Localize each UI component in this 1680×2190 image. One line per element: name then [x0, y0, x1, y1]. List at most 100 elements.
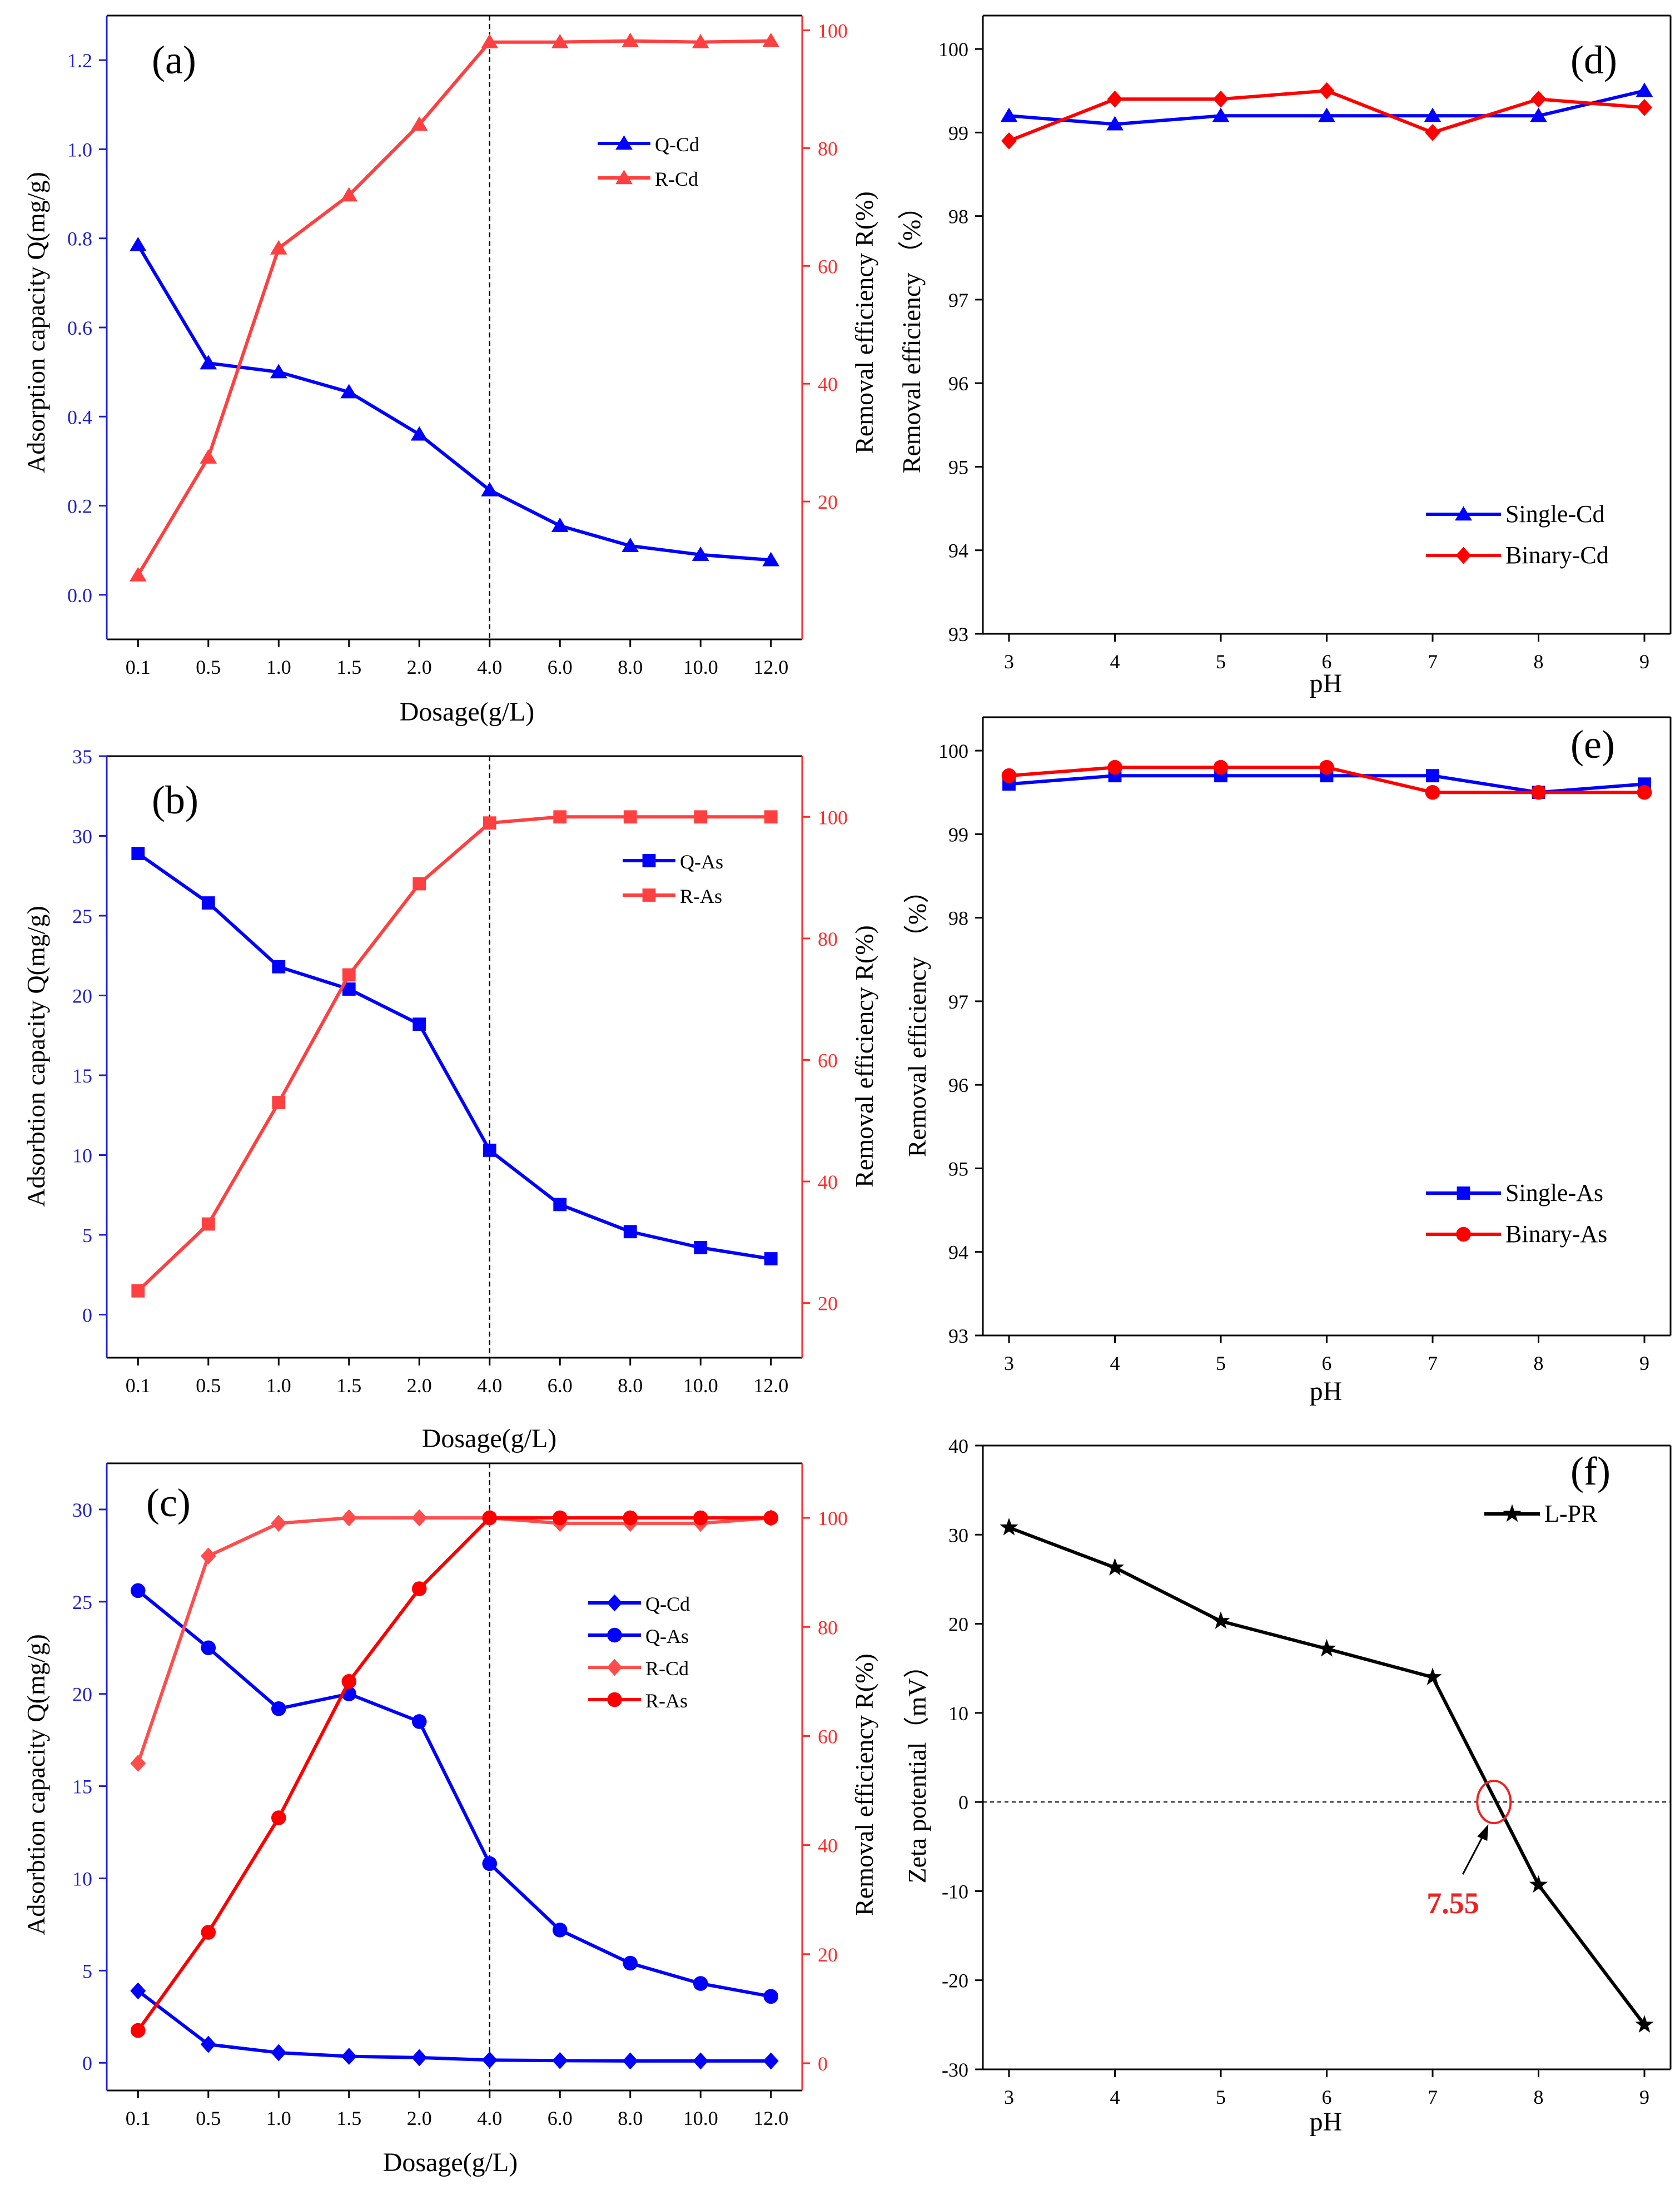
data-point-r-as	[693, 1510, 708, 1526]
data-point-binary-as	[1213, 759, 1229, 775]
legend-marker	[607, 1658, 623, 1676]
y-tick-label-right: 80	[818, 137, 838, 160]
data-point-q-cd	[410, 426, 428, 441]
y-tick-label-right: 60	[818, 1725, 838, 1747]
y-tick-label-right: 100	[818, 806, 848, 828]
legend: Q-As R-As	[623, 851, 723, 907]
data-point-q-cd	[763, 2052, 779, 2070]
x-tick-label: 0.5	[196, 2107, 221, 2129]
y-axis-label-left-d: Removal efficiency （%）	[897, 194, 926, 473]
data-point-single-cd	[1424, 107, 1442, 122]
data-point-r-as	[553, 810, 567, 824]
panel-label-d: (d)	[1570, 38, 1617, 82]
data-point-r-as	[201, 1925, 216, 1940]
data-point-r-as	[412, 877, 426, 891]
series-line-l-pr	[1008, 1526, 1646, 2026]
x-tick-label: 12.0	[753, 656, 788, 678]
data-point-r-as	[552, 1510, 568, 1526]
x-tick-label: 12.0	[753, 1374, 788, 1397]
series-line-q-as	[137, 852, 772, 1261]
y-tick-label-left: 98	[948, 206, 968, 228]
y-tick-label-left: -30	[942, 2059, 968, 2081]
data-point-l-pr	[1317, 1639, 1336, 1657]
data-point-q-cd	[270, 364, 287, 379]
data-point-q-as	[201, 896, 215, 910]
legend-marker	[615, 135, 633, 150]
legend-marker	[607, 1627, 622, 1643]
y-tick-label-left: 96	[948, 373, 968, 395]
data-point-r-cd	[410, 116, 428, 131]
legend-label: R-As	[680, 885, 722, 907]
data-point-r-as	[764, 810, 778, 824]
data-point-r-as	[694, 810, 708, 824]
y-axis-label-left-a: Adsorption capacity Q(mg/g)	[22, 172, 50, 473]
data-point-q-cd	[411, 2049, 428, 2067]
data-point-q-cd	[481, 481, 499, 496]
y-tick-label-left: 95	[948, 1158, 968, 1180]
x-axis-label-b: Dosage(g/L)	[422, 1424, 557, 1453]
x-tick-label: 6.0	[548, 656, 573, 678]
x-tick-label: 0.1	[126, 2107, 151, 2129]
data-point-single-cd	[1530, 107, 1547, 122]
chart-panel-e: (e) pH Removal efficiency （%） 3 4 5 6 7 8 9 93 9…	[903, 716, 1672, 1406]
y-tick-label-left: 94	[948, 540, 968, 562]
y-tick-label-left: 25	[72, 905, 92, 927]
legend-marker	[1456, 1226, 1471, 1242]
data-point-single-cd	[1636, 82, 1653, 97]
x-tick-label: 8	[1533, 650, 1543, 673]
x-tick-label: 0.1	[126, 1374, 151, 1397]
y-tick-label-left: 0.8	[67, 228, 92, 250]
x-tick-label: 1.5	[336, 656, 361, 678]
data-point-r-as	[411, 1581, 427, 1596]
data-point-r-as	[272, 1096, 286, 1109]
x-tick-label: 6	[1322, 1352, 1332, 1374]
x-tick-label: 8.0	[618, 1374, 643, 1397]
x-axis-label-f: pH	[1310, 2107, 1343, 2137]
y-axis-label-left-b: Adsorbtion capacity Q(mg/g)	[22, 906, 50, 1207]
x-tick-label: 9	[1639, 2086, 1649, 2108]
panel-label-a: (a)	[152, 38, 196, 82]
y-tick-label-left: 5	[82, 1960, 92, 1982]
x-tick-label: 0.1	[126, 656, 151, 678]
x-tick-label: 1.5	[336, 2107, 361, 2129]
data-point-q-cd	[622, 2052, 638, 2070]
data-point-r-cd	[622, 32, 639, 47]
data-point-binary-as	[1107, 759, 1122, 775]
x-tick-label: 5	[1216, 650, 1226, 673]
data-point-r-as	[131, 1284, 145, 1298]
x-tick-label: 8.0	[618, 656, 643, 678]
data-point-q-as	[131, 847, 145, 860]
legend-label: Q-Cd	[655, 133, 699, 156]
y-tick-label-left: 30	[72, 1499, 92, 1521]
x-tick-label: 6	[1322, 650, 1332, 673]
x-tick-label: 10.0	[683, 1374, 718, 1397]
data-point-q-as	[764, 1252, 778, 1265]
data-point-q-cd	[762, 552, 780, 567]
y-tick-label-left: 20	[72, 1684, 92, 1706]
data-point-q-as	[693, 1976, 708, 1991]
y-tick-label-left: 96	[948, 1074, 968, 1096]
data-point-q-as	[482, 1856, 498, 1871]
y-tick-label-left: 15	[72, 1065, 92, 1087]
y-tick-label-left: 35	[72, 746, 92, 768]
y-tick-label-right: 60	[818, 1049, 838, 1071]
data-point-r-as	[341, 1674, 357, 1689]
data-point-single-cd	[1000, 107, 1018, 122]
y-tick-label-left: 98	[948, 907, 968, 930]
data-point-l-pr	[1105, 1558, 1125, 1576]
y-tick-label-left: -10	[942, 1880, 968, 1903]
x-tick-label: 7	[1428, 1352, 1438, 1374]
legend: Q-Cd R-Cd	[598, 133, 699, 190]
y-tick-label-left: 20	[72, 985, 92, 1007]
data-point-r-cd	[130, 1755, 146, 1772]
legend-marker	[1455, 506, 1472, 521]
data-point-binary-cd	[1107, 90, 1123, 108]
x-tick-label: 3	[1004, 650, 1014, 673]
data-point-q-cd	[622, 538, 639, 552]
y-tick-label-right: 0	[818, 2053, 828, 2075]
x-tick-label: 10.0	[683, 2107, 718, 2129]
legend: Single-Cd Binary-Cd	[1426, 500, 1609, 569]
series-line-r-as	[136, 1516, 771, 2032]
data-point-q-cd	[200, 2035, 216, 2053]
x-tick-label: 4.0	[477, 2107, 502, 2129]
